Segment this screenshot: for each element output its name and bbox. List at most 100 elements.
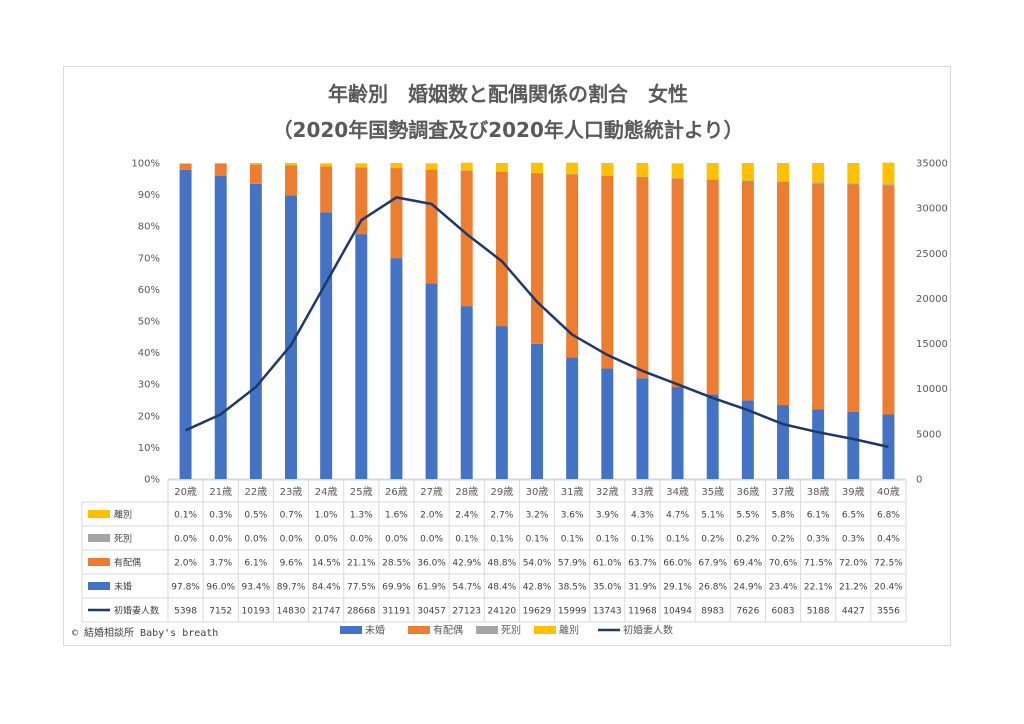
bar-segment [320, 212, 333, 479]
table-cell: 0.4% [877, 535, 900, 545]
bar-segment [777, 181, 789, 182]
legend-key-swatch [534, 626, 556, 634]
table-cell: 0.1% [526, 535, 549, 545]
x-axis-tick-label: 28歳 [455, 486, 478, 498]
table-cell: 13743 [593, 607, 622, 617]
bar-segment [214, 163, 227, 176]
table-cell: 9.6% [280, 559, 303, 569]
table-cell: 27123 [452, 607, 481, 617]
bar-segment [531, 173, 543, 344]
table-row-label: 有配偶 [114, 557, 141, 569]
table-row-label: 初婚妻人数 [114, 605, 159, 617]
table-cell: 5.5% [736, 511, 759, 521]
table-cell: 0.3% [807, 535, 830, 545]
table-cell: 0.1% [455, 535, 478, 545]
bar-segment [741, 400, 754, 479]
table-cell: 0.2% [772, 535, 795, 545]
table-row-key-swatch [88, 582, 110, 590]
table-cell: 20.4% [874, 583, 903, 593]
legend-label: 初婚妻人数 [623, 624, 673, 637]
right-axis-tick-label: 20000 [916, 294, 948, 305]
x-axis-tick-label: 35歳 [701, 486, 724, 498]
table-cell: 0.0% [174, 535, 197, 545]
bar-segment [601, 175, 614, 369]
bar-segment [495, 163, 508, 172]
bar-segment [390, 258, 403, 479]
table-cell: 22.1% [804, 583, 833, 593]
x-axis-tick-label: 22歳 [244, 486, 267, 498]
bar-segment [847, 163, 860, 184]
table-cell: 0.3% [842, 535, 865, 545]
table-cell: 10494 [663, 607, 692, 617]
x-axis-tick-label: 39歳 [842, 486, 865, 498]
table-cell: 71.5% [804, 559, 833, 569]
table-cell: 10193 [242, 607, 271, 617]
x-axis-tick-label: 32歳 [596, 486, 619, 498]
bar-segment [741, 181, 754, 401]
bar-segment [249, 164, 262, 184]
table-cell: 72.5% [874, 559, 903, 569]
table-cell: 2.0% [174, 559, 197, 569]
x-axis-tick-label: 25歳 [350, 486, 373, 498]
table-row-key-swatch [88, 558, 110, 566]
table-cell: 0.0% [315, 535, 338, 545]
left-axis-tick-label: 80% [138, 222, 160, 233]
table-cell: 0.1% [490, 535, 513, 545]
bar-segment [285, 165, 297, 196]
left-axis-tick-label: 60% [138, 285, 160, 296]
x-axis-tick-label: 30歳 [526, 486, 549, 498]
chart-frame: 年齢別 婚姻数と配偶関係の割合 女性 （2020年国勢調査及び2020年人口動態… [63, 66, 951, 646]
bar-segment [847, 412, 860, 479]
bar-segment [847, 184, 860, 413]
table-cell: 3556 [877, 607, 900, 617]
table-cell: 29.1% [663, 583, 692, 593]
table-cell: 57.9% [558, 559, 587, 569]
table-cell: 67.9% [698, 559, 727, 569]
table-cell: 6083 [772, 607, 795, 617]
table-cell: 35.0% [593, 583, 622, 593]
bar-segment [460, 162, 473, 171]
bar-segment [566, 162, 579, 175]
table-cell: 69.4% [734, 559, 763, 569]
bar-segment [882, 162, 895, 185]
right-axis-tick-label: 25000 [916, 249, 948, 260]
table-cell: 97.8% [171, 583, 200, 593]
bar-segment [531, 162, 543, 173]
bar-segment [320, 163, 333, 167]
table-cell: 63.7% [628, 559, 657, 569]
legend-label: 離別 [559, 624, 579, 637]
table-cell: 48.8% [488, 559, 517, 569]
bar-segment [812, 183, 825, 410]
bar-segment [390, 168, 403, 259]
bar-segment [777, 163, 789, 182]
x-axis-tick-label: 31歳 [561, 486, 584, 498]
table-cell: 93.4% [242, 583, 271, 593]
table-cell: 0.0% [420, 535, 443, 545]
table-cell: 15999 [558, 607, 587, 617]
table-row-label: 死別 [114, 534, 132, 545]
x-axis-tick-label: 33歳 [631, 486, 654, 498]
x-axis-tick-label: 26歳 [385, 486, 408, 498]
bar-segment [812, 182, 825, 184]
table-cell: 1.3% [350, 511, 373, 521]
table-cell: 0.1% [596, 535, 619, 545]
copyright-footer: © 結婚相談所 Baby's breath [72, 626, 218, 639]
table-cell: 0.0% [350, 535, 373, 545]
bar-series [179, 162, 895, 479]
right-axis-tick-label: 5000 [916, 429, 941, 440]
bar-segment [636, 163, 649, 177]
table-cell: 5188 [807, 607, 830, 617]
left-axis-tick-label: 70% [138, 253, 160, 264]
left-axis-tick-label: 100% [131, 159, 160, 170]
table-cell: 3.7% [209, 559, 232, 569]
bar-segment [741, 163, 754, 181]
table-cell: 0.0% [280, 535, 303, 545]
legend-label: 死別 [501, 625, 521, 637]
bar-segment [706, 163, 719, 180]
table-cell: 70.6% [769, 559, 798, 569]
table-cell: 26.8% [698, 583, 727, 593]
bar-segment [285, 163, 297, 166]
bar-segment [460, 170, 473, 307]
bar-segment [812, 409, 825, 479]
table-cell: 14.5% [312, 559, 341, 569]
